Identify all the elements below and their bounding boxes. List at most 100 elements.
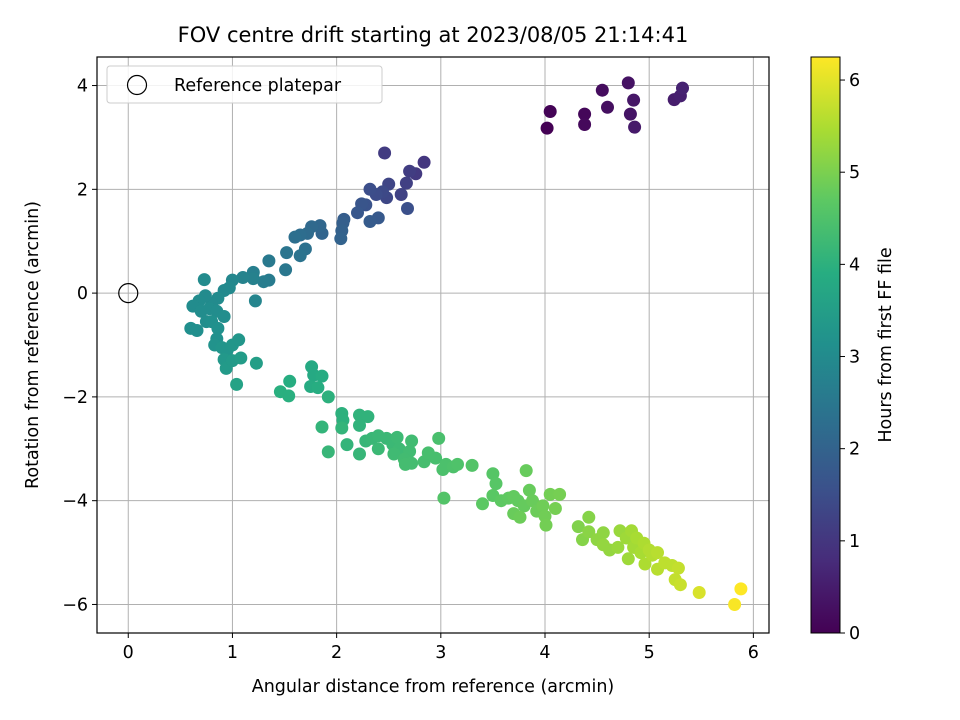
data-point [363,182,377,196]
data-point [398,457,412,471]
data-point [540,121,554,135]
data-point [315,369,329,383]
data-point [230,377,244,391]
data-point [190,324,204,337]
data-point [353,418,366,432]
data-point [543,105,557,118]
data-point [248,294,262,308]
data-point [623,107,637,121]
data-point [595,83,609,97]
x-tick-label: 6 [748,643,759,663]
data-point [232,333,246,347]
x-tick-label: 1 [227,643,238,663]
y-tick-label: −2 [62,388,88,408]
y-tick-label: −4 [62,492,88,512]
colorbar-tick-label: 0 [849,624,860,644]
data-point [378,146,392,160]
data-point [335,421,349,435]
x-axis-ticks: 0 1 2 3 4 5 6 [123,633,759,663]
data-point [405,434,419,448]
data-point [553,487,567,501]
chart-title: FOV centre drift starting at 2023/08/05 … [178,23,689,47]
y-tick-label: −6 [62,595,88,615]
data-point [578,118,592,131]
data-point [519,464,533,478]
reference-marker [118,283,139,304]
reference-platepar-marker [118,283,139,304]
data-point [621,552,635,566]
legend-entry-label: Reference platepar [174,76,342,96]
data-point [334,232,348,246]
y-tick-label: 0 [77,284,88,304]
data-point [280,246,294,260]
data-point [321,390,335,404]
colorbar-tick-label: 3 [849,348,860,368]
x-tick-label: 3 [435,643,446,663]
data-point [476,497,489,511]
colorbar-tick-label: 4 [849,255,860,275]
data-point [601,100,614,114]
data-point [236,271,250,284]
data-point [571,520,585,534]
colorbar: 0 1 2 3 4 5 6 Hours from first FF file [810,56,896,644]
data-point [578,107,592,121]
data-point [288,230,302,244]
data-point [676,81,689,95]
x-tick-label: 5 [644,643,655,663]
data-point [351,206,364,220]
data-point [197,273,211,287]
data-point [582,510,596,524]
data-point [692,586,706,599]
y-axis-ticks: −6 −4 −2 0 2 4 [62,77,97,615]
data-point [417,155,431,169]
data-point [257,275,271,289]
x-tick-label: 0 [123,643,134,663]
data-point [611,540,625,554]
data-point [262,254,276,268]
colorbar-tick-label: 6 [849,71,860,91]
x-tick-label: 2 [331,643,342,663]
data-point [651,546,664,560]
data-point [548,502,562,515]
data-point [311,381,325,395]
data-point [363,215,377,228]
data-point [321,445,335,459]
data-point [394,188,408,201]
data-point [621,76,635,90]
colorbar-tick-label: 5 [849,163,860,183]
data-point [628,120,642,134]
data-point [432,431,446,445]
data-point [246,272,260,286]
data-point [671,561,685,575]
data-point [361,410,375,424]
y-tick-label: 2 [77,180,88,200]
data-point [543,487,557,501]
colorbar-gradient [810,56,841,634]
colorbar-label: Hours from first FF file [876,247,896,442]
data-point [673,578,687,592]
data-point [217,310,231,323]
data-point [638,557,652,571]
data-point [340,438,354,452]
data-points [184,76,748,611]
data-point [353,447,366,461]
data-point [437,491,451,505]
data-point [234,351,248,365]
data-point [293,249,307,263]
data-point [627,93,641,107]
data-point [489,477,503,491]
data-point [390,430,404,444]
data-point [582,525,596,539]
data-point [539,518,553,532]
data-point [596,526,610,540]
data-point [283,374,297,388]
colorbar-tick-label: 1 [849,532,860,552]
data-point [486,467,500,481]
legend-marker-open-circle [126,74,148,96]
data-point [522,483,536,497]
x-tick-label: 4 [539,643,550,663]
data-point [513,510,527,524]
data-point [451,457,464,471]
data-point [429,451,443,465]
